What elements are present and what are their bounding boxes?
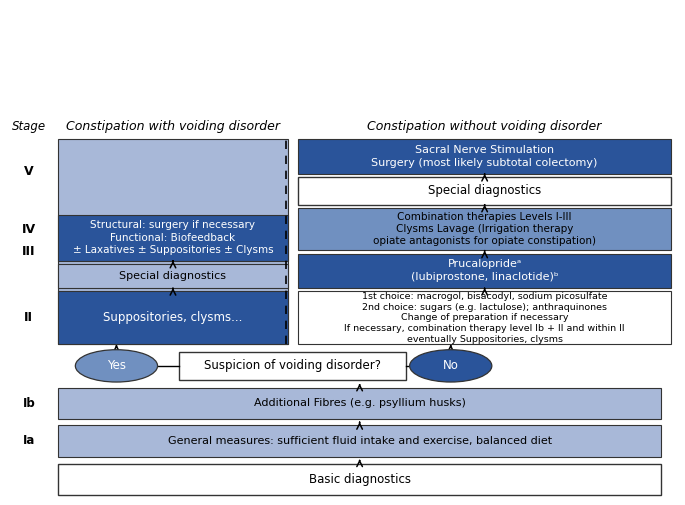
Text: Ia: Ia (23, 434, 35, 447)
Ellipse shape (75, 349, 158, 382)
Text: Stage: Stage (12, 120, 46, 133)
FancyBboxPatch shape (298, 139, 671, 174)
Ellipse shape (410, 349, 492, 382)
Text: Additional Fibres (e.g. psyllium husks): Additional Fibres (e.g. psyllium husks) (253, 398, 466, 409)
Text: 1st choice: macrogol, bisacodyl, sodium picosulfate
2nd choice: sugars (e.g. lac: 1st choice: macrogol, bisacodyl, sodium … (345, 292, 625, 344)
FancyBboxPatch shape (58, 291, 288, 344)
Text: V: V (24, 166, 34, 178)
Text: Structural: surgery if necessary
Functional: Biofeedback
± Laxatives ± Supposito: Structural: surgery if necessary Functio… (73, 221, 273, 255)
Text: Constipation with voiding disorder: Constipation with voiding disorder (66, 120, 280, 133)
FancyBboxPatch shape (179, 352, 406, 380)
FancyBboxPatch shape (58, 388, 661, 419)
Text: Special diagnostics: Special diagnostics (428, 184, 541, 197)
Text: III: III (22, 245, 36, 258)
Text: No: No (443, 360, 459, 372)
Text: Ib: Ib (23, 397, 35, 410)
FancyBboxPatch shape (58, 425, 661, 457)
Text: Yes: Yes (107, 360, 126, 372)
Text: Prucaloprideᵃ
(lubiprostone, linaclotide)ᵇ: Prucaloprideᵃ (lubiprostone, linaclotide… (411, 260, 558, 282)
FancyBboxPatch shape (298, 254, 671, 288)
Text: General measures: sufficient fluid intake and exercise, balanced diet: General measures: sufficient fluid intak… (168, 436, 551, 446)
FancyBboxPatch shape (58, 139, 288, 344)
FancyBboxPatch shape (58, 464, 661, 495)
FancyBboxPatch shape (298, 177, 671, 205)
FancyBboxPatch shape (298, 291, 671, 344)
Text: Suspicion of voiding disorder?: Suspicion of voiding disorder? (204, 360, 381, 372)
Text: Constipation without voiding disorder: Constipation without voiding disorder (367, 120, 602, 133)
Text: II: II (24, 312, 34, 324)
FancyBboxPatch shape (58, 264, 288, 288)
Text: Suppositories, clysms...: Suppositories, clysms... (103, 312, 242, 324)
FancyBboxPatch shape (298, 208, 671, 250)
Text: Sacral Nerve Stimulation
Surgery (most likely subtotal colectomy): Sacral Nerve Stimulation Surgery (most l… (371, 145, 598, 168)
Text: Combination therapies Levels I-III
Clysms Lavage (Irrigation therapy
opiate anta: Combination therapies Levels I-III Clysm… (373, 212, 596, 246)
Text: Basic diagnostics: Basic diagnostics (309, 473, 410, 486)
FancyBboxPatch shape (58, 215, 288, 261)
Text: Special diagnostics: Special diagnostics (119, 271, 227, 281)
Text: IV: IV (22, 223, 36, 235)
